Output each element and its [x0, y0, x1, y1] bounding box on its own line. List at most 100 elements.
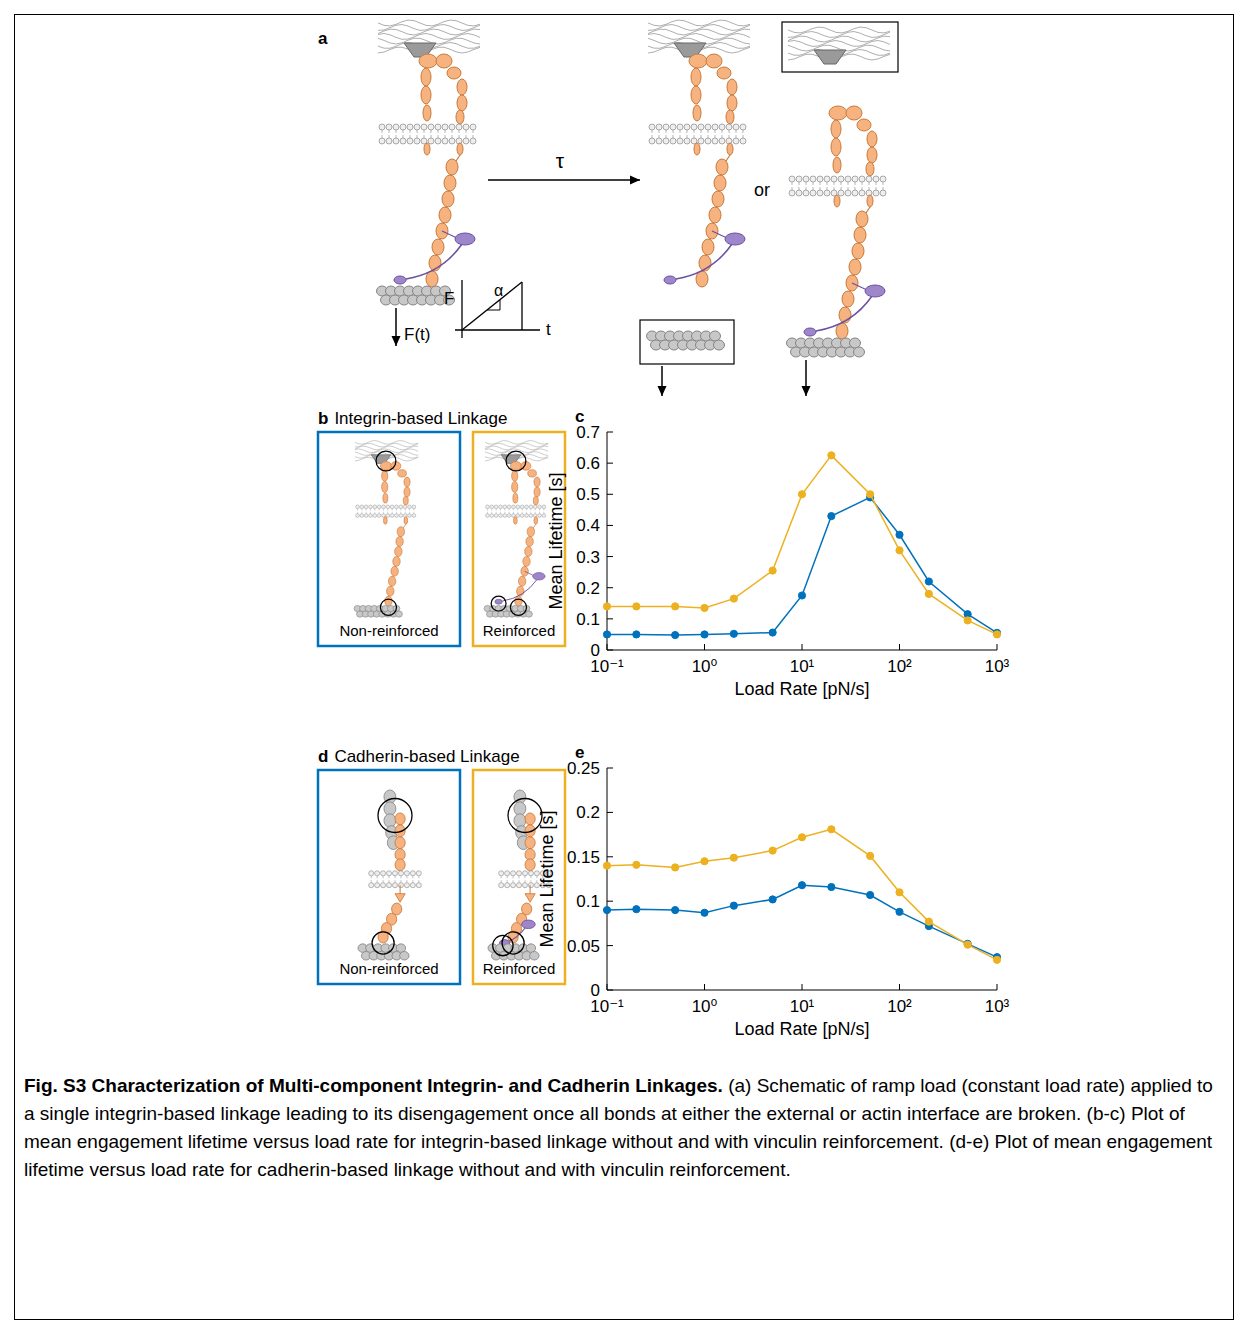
lipid-tail [507, 876, 508, 879]
lipid-tail [513, 512, 514, 514]
lipid-tail [530, 880, 531, 883]
talin [716, 159, 728, 175]
lipid-tail [813, 182, 814, 185]
lipid-tail [459, 135, 460, 138]
cadherin-partner [514, 814, 526, 828]
lipid-tail [659, 130, 660, 133]
lipid-head [407, 124, 413, 130]
highlight-box [782, 22, 898, 72]
x-axis-title: Load Rate [pN/s] [734, 679, 869, 699]
lipid-head [533, 505, 537, 509]
y-tick [607, 990, 613, 991]
lipid-tail [869, 187, 870, 190]
y-tick-label: 0.05 [567, 937, 600, 956]
or-label: or [754, 180, 770, 200]
lipid-head [412, 505, 416, 509]
integrin-alpha [513, 493, 518, 503]
lipid-tail [379, 509, 380, 511]
y-tick [607, 768, 613, 769]
lipid-head [705, 124, 711, 130]
data-point [964, 940, 971, 947]
lipid-head [880, 176, 886, 182]
y-tick [607, 556, 613, 557]
integrin-body [787, 106, 887, 357]
lipid-tail [377, 876, 378, 879]
integrin-tail [513, 517, 517, 524]
vinculin [522, 920, 536, 929]
y-tick [607, 812, 613, 813]
lipid-tail [876, 182, 877, 185]
lipid-head [410, 871, 415, 876]
lipid-head [880, 190, 886, 196]
lipid-tail [869, 182, 870, 185]
lipid-head [393, 124, 399, 130]
data-point [701, 858, 708, 865]
lipid-head [528, 871, 533, 876]
lipid-tail [680, 135, 681, 138]
y-tick-label: 0.5 [576, 485, 600, 504]
y-tick-label: 0.6 [576, 454, 600, 473]
talin [518, 576, 525, 586]
lipid-head [740, 138, 746, 144]
lipid-tail [820, 187, 821, 190]
lipid-tail [539, 512, 540, 514]
lipid-tail [357, 509, 358, 511]
lipid-tail [473, 130, 474, 133]
lipid-tail [366, 512, 367, 514]
lipid-tail [500, 512, 501, 514]
lipid-head [386, 505, 390, 509]
lipid-head [369, 514, 373, 518]
lipid-head [503, 514, 507, 518]
data-point [896, 547, 903, 554]
lipid-tail [519, 880, 520, 883]
lipid-head [873, 190, 879, 196]
lipid-head [377, 514, 381, 518]
data-point [633, 631, 640, 638]
data-point [798, 592, 805, 599]
ecm-fiber [378, 34, 480, 40]
integrin-tail [834, 195, 840, 207]
lipid-head [517, 883, 522, 888]
lipid-head [428, 124, 434, 130]
lipid-tail [383, 876, 384, 879]
talin [397, 527, 404, 537]
lipid-tail [403, 130, 404, 133]
cadherin [395, 859, 405, 871]
lipid-head [538, 514, 542, 518]
integrin-alpha [383, 493, 388, 503]
data-point [769, 567, 776, 574]
data-point [964, 941, 971, 948]
lipid-tail [452, 135, 453, 138]
data-point [867, 891, 874, 898]
actin [710, 331, 721, 341]
highlight-box [640, 320, 734, 364]
lipid-head [831, 176, 837, 182]
integrin-alpha [382, 470, 388, 481]
vinculin-tail [816, 296, 872, 331]
data-point [925, 918, 932, 925]
panel-letter: b [318, 409, 328, 428]
lipid-head [435, 138, 441, 144]
lipid-tail [445, 130, 446, 133]
data-point [701, 909, 708, 916]
lipid-head [381, 883, 386, 888]
tau-label: τ [556, 149, 565, 172]
variant-box [318, 432, 460, 646]
lipid-head [684, 138, 690, 144]
data-point [828, 452, 835, 459]
lipid-tail [862, 182, 863, 185]
integrin-ligand-released [787, 27, 891, 357]
lipid-head [373, 514, 377, 518]
lipid-head [542, 514, 546, 518]
lipid-tail [406, 880, 407, 883]
x-tick [997, 984, 998, 990]
lipid-head [525, 505, 529, 509]
x-tick-label: 10³ [985, 997, 1010, 1016]
lipid-tail [400, 509, 401, 511]
talin [391, 566, 398, 576]
lipid-tail [827, 187, 828, 190]
data-point [867, 491, 874, 498]
lipid-tail [487, 509, 488, 511]
lipid-tail [666, 130, 667, 133]
integrin-variant [484, 441, 548, 618]
